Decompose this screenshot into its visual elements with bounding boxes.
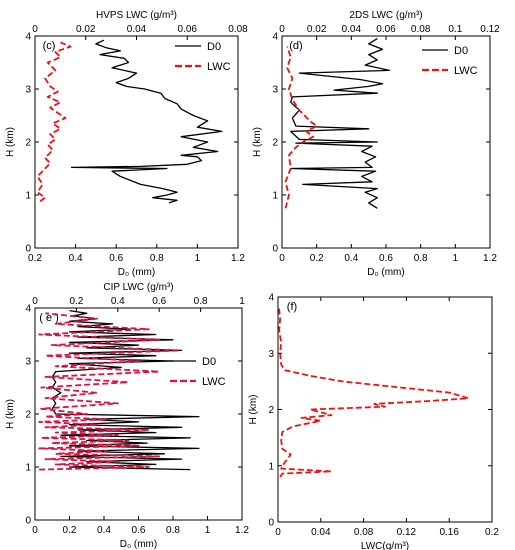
y-tick-label: 0 [25,516,31,527]
series-line-lwc [278,308,470,478]
series-line-d0 [51,309,200,471]
series-line-d0 [70,39,223,204]
x-bottom-tick-label: 0.8 [414,253,428,264]
x-top-tick-label: 0 [32,296,38,307]
series-line-lwc [36,41,72,203]
x-bottom-tick-label: 0.8 [166,525,180,536]
x-bottom-tick-label: 0.6 [109,253,123,264]
y-tick-label: 3 [25,85,31,96]
y-tick-label: 3 [268,349,274,360]
x-top-tick-label: 0.4 [111,296,125,307]
chart-panel-2: 0 0.2 0.4 0.6 0.8 1 1.2 0 0.02 0.04 0.06 0.08 0.1 0.1… [252,10,500,278]
x-top-tick-label: 0.6 [152,296,166,307]
series-line-d0 [290,38,391,209]
x-bottom-tick-label: 0.16 [439,527,459,538]
x-bottom-tick-label: 1.2 [483,253,497,264]
chart-panel-4: 0 0.04 0.08 0.12 0.16 0.2 0 1 2 3 4 LWC(g/m³) H (km)… [248,293,499,550]
x-axis-label: D₀ (mm) [120,539,157,550]
y-tick-label: 1 [268,461,274,472]
legend-label-d0: D0 [454,45,468,57]
x-top-tick-label: 0.12 [480,24,500,35]
y-tick-label: 2 [25,138,31,149]
x-bottom-tick-label: 1 [453,253,459,264]
y-tick-label: 4 [25,32,31,43]
top-axis-title: HVPS LWC (g/m³) [96,10,177,21]
legend-label-lwc: LWC [207,61,231,73]
x-top-tick-label: 0.2 [69,296,83,307]
x-bottom-tick-label: 1.2 [231,253,245,264]
x-top-tick-label: 0 [32,24,38,35]
x-bottom-tick-label: 0 [32,525,38,536]
x-bottom-tick-label: 1.2 [235,525,249,536]
chart-panel-3: 0 0.2 0.4 0.6 0.8 1 1.2 0 0.2 0.4 0.6 0.8 1 0 1 2 3 4 CIP … [5,282,249,550]
plot-frame [277,296,493,523]
y-tick-label: 4 [268,293,274,304]
top-axis-title: 2DS LWC (g/m³) [349,10,422,21]
x-top-tick-label: 0 [279,24,285,35]
chart-panel-1: 0.2 0.4 0.6 0.8 1 1.2 0 0.02 0.04 0.06 0.08 0 1 2 3 4 HV… [5,10,248,278]
x-bottom-tick-label: 0.12 [397,527,417,538]
x-top-tick-label: 0.08 [411,24,431,35]
x-axis-label: D₀ (mm) [118,267,155,278]
y-tick-label: 0 [272,244,278,255]
panel-label: (d) [289,40,302,52]
x-bottom-tick-label: 0 [279,253,285,264]
legend-label-lwc: LWC [202,376,226,388]
legend-label-d0: D0 [202,356,216,368]
x-top-tick-label: 1 [239,296,245,307]
y-axis-label: H (km) [248,395,259,425]
x-bottom-tick-label: 0.2 [485,527,499,538]
y-tick-label: 4 [272,32,278,43]
y-tick-label: 4 [25,304,31,315]
x-axis-label: LWC(g/m³) [361,541,409,550]
x-top-tick-label: 0.8 [194,296,208,307]
x-bottom-tick-label: 0.04 [311,527,331,538]
x-bottom-tick-label: 0.2 [28,253,42,264]
series-line-lwc [38,312,181,471]
x-top-tick-label: 0.02 [307,24,327,35]
panel-label: (c) [43,40,56,52]
x-bottom-tick-label: 0.4 [97,525,111,536]
x-axis-label: D₀ (mm) [367,267,404,278]
x-bottom-tick-label: 1 [205,525,211,536]
x-top-tick-label: 0.06 [178,24,198,35]
x-bottom-tick-label: 0.4 [344,253,358,264]
x-top-tick-label: 0.04 [342,24,362,35]
y-axis-label: H (km) [5,399,16,429]
x-top-tick-label: 0.06 [376,24,396,35]
y-tick-label: 0 [268,518,274,529]
series-line-lwc [284,46,318,209]
y-tick-label: 1 [272,191,278,202]
legend-label-lwc: LWC [454,65,478,77]
x-bottom-tick-label: 0.6 [379,253,393,264]
x-bottom-tick-label: 0.2 [63,525,77,536]
y-tick-label: 1 [25,463,31,474]
x-bottom-tick-label: 0.8 [150,253,164,264]
y-tick-label: 2 [25,410,31,421]
x-bottom-tick-label: 0.2 [310,253,324,264]
x-top-tick-label: 0.04 [127,24,147,35]
y-axis-label: H (km) [252,127,263,157]
x-top-tick-label: 0.02 [76,24,96,35]
y-tick-label: 2 [272,138,278,149]
y-tick-label: 2 [268,405,274,416]
legend-label-d0: D0 [207,41,221,53]
x-bottom-tick-label: 0 [275,527,281,538]
panel-label: (f) [287,301,297,313]
x-bottom-tick-label: 0.4 [69,253,83,264]
y-tick-label: 3 [25,357,31,368]
y-tick-label: 1 [25,191,31,202]
y-tick-label: 0 [25,244,31,255]
x-top-tick-label: 0.1 [448,24,462,35]
x-bottom-tick-label: 0.6 [132,525,146,536]
y-tick-label: 3 [272,85,278,96]
top-axis-title: CIP LWC (g/m³) [103,282,173,293]
x-top-tick-label: 0.08 [228,24,248,35]
y-axis-label: H (km) [5,127,16,157]
x-bottom-tick-label: 0.08 [354,527,374,538]
x-bottom-tick-label: 1 [195,253,201,264]
